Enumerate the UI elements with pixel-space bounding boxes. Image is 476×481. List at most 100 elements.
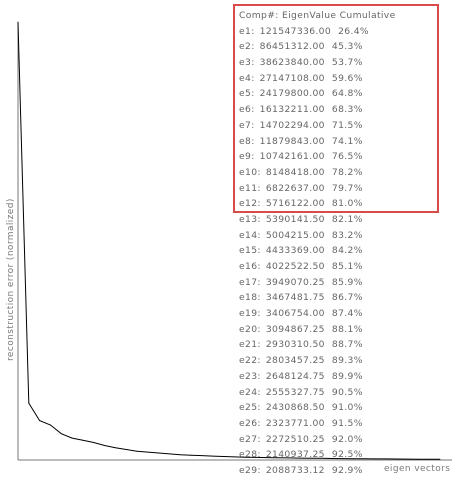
row-cumulative: 84.2% xyxy=(331,245,363,257)
row-id: e24: xyxy=(239,386,261,398)
row-cumulative: 53.7% xyxy=(331,57,363,69)
row-eigenvalue: 11879843.00 xyxy=(259,135,325,147)
row-id: e3: xyxy=(239,57,255,69)
row-id: e6: xyxy=(239,104,255,116)
data-point xyxy=(104,445,105,446)
row-cumulative: 78.2% xyxy=(331,166,363,178)
data-point xyxy=(93,442,95,443)
row-cumulative: 86.7% xyxy=(331,292,363,304)
data-point xyxy=(190,454,192,456)
data-point xyxy=(374,458,376,460)
row-eigenvalue: 16132211.00 xyxy=(259,104,325,116)
data-point xyxy=(179,454,181,456)
table-row: e8: 11879843.00 74.1% xyxy=(239,134,469,150)
row-id: e13: xyxy=(239,213,261,225)
row-eigenvalue: 2088733.12 xyxy=(265,464,325,476)
table-row: e7: 14702294.00 71.5% xyxy=(239,118,469,134)
table-row: e2: 86451312.00 45.3% xyxy=(239,39,469,55)
row-eigenvalue: 5004215.00 xyxy=(265,229,325,241)
row-id: e18: xyxy=(239,292,261,304)
table-row: e28: 2140937.25 92.5% xyxy=(239,447,469,463)
data-point xyxy=(363,458,365,460)
data-point xyxy=(169,453,170,455)
y-axis-label: reconstruction error (normalized) xyxy=(6,198,16,361)
row-id: e12: xyxy=(239,198,261,210)
table-row: e13: 5390141.50 82.1% xyxy=(239,212,469,228)
row-cumulative: 91.0% xyxy=(331,402,363,414)
row-id: e1: xyxy=(239,25,255,37)
data-point xyxy=(418,458,419,460)
row-id: e26: xyxy=(239,417,261,429)
data-point xyxy=(342,458,343,459)
row-eigenvalue: 3949070.25 xyxy=(265,276,325,288)
row-cumulative: 68.3% xyxy=(331,104,363,116)
row-cumulative: 92.5% xyxy=(331,449,363,461)
table-row: e24: 2555327.75 90.5% xyxy=(239,385,469,401)
row-cumulative: 81.0% xyxy=(331,198,363,210)
row-eigenvalue: 38623840.00 xyxy=(259,57,325,69)
row-eigenvalue: 4022522.50 xyxy=(265,261,325,272)
data-point xyxy=(147,451,149,453)
data-point xyxy=(82,439,84,441)
table-row: e14: 5004215.00 83.2% xyxy=(239,228,469,244)
table-row: e18: 3467481.75 86.7% xyxy=(239,290,469,306)
table-row: e23: 2648124.75 89.9% xyxy=(239,369,469,385)
row-cumulative: 71.5% xyxy=(331,119,363,131)
data-point xyxy=(309,457,311,459)
row-eigenvalue: 4433369.00 xyxy=(265,245,325,257)
row-id: e4: xyxy=(239,72,255,84)
row-eigenvalue: 2140937.25 xyxy=(265,449,325,461)
row-id: e10: xyxy=(239,166,261,178)
row-eigenvalue: 5390141.50 xyxy=(265,213,325,225)
data-point xyxy=(234,456,235,458)
row-id: e19: xyxy=(239,308,261,320)
row-cumulative: 76.5% xyxy=(331,151,363,163)
table-row: e22: 2803457.25 89.3% xyxy=(239,353,469,369)
data-point xyxy=(115,447,116,449)
data-point xyxy=(158,452,160,454)
table-row: e29: 2088733.12 92.9% xyxy=(239,463,469,479)
row-cumulative: 88.1% xyxy=(331,323,363,335)
row-cumulative: 87.4% xyxy=(331,308,363,320)
data-point xyxy=(60,433,62,435)
table-row: e6: 16132211.00 68.3% xyxy=(239,102,469,118)
row-eigenvalue: 3406754.00 xyxy=(265,308,325,320)
row-eigenvalue: 2648124.75 xyxy=(265,370,325,382)
table-row: e19: 3406754.00 87.4% xyxy=(239,306,469,322)
data-point xyxy=(136,450,138,452)
row-id: e9: xyxy=(239,151,255,163)
row-eigenvalue: 5716122.00 xyxy=(265,198,325,210)
row-id: e23: xyxy=(239,370,261,382)
row-cumulative: 74.1% xyxy=(331,135,363,147)
row-id: e5: xyxy=(239,88,255,100)
row-eigenvalue: 121547336.00 xyxy=(259,25,332,37)
row-cumulative: 85.1% xyxy=(331,261,363,272)
table-row: e15: 4433369.00 84.2% xyxy=(239,243,469,259)
row-id: e29: xyxy=(239,464,261,476)
row-id: e25: xyxy=(239,402,261,414)
row-id: e16: xyxy=(239,261,261,272)
table-row: e20: 3094867.25 88.1% xyxy=(239,322,469,338)
row-id: e28: xyxy=(239,449,261,461)
row-cumulative: 64.8% xyxy=(331,88,363,100)
row-cumulative: 92.9% xyxy=(331,464,363,476)
row-eigenvalue: 2430868.50 xyxy=(265,402,325,414)
eigenvalue-table: Comp#: EigenValue Cumulative e1: 12154733… xyxy=(239,8,469,481)
row-eigenvalue: 10742161.00 xyxy=(259,151,325,163)
data-point xyxy=(212,455,214,457)
data-point xyxy=(385,458,387,460)
row-eigenvalue: 2803457.25 xyxy=(265,355,325,367)
row-eigenvalue: 3467481.75 xyxy=(265,292,325,304)
data-point xyxy=(298,457,300,459)
row-id: e27: xyxy=(239,433,261,445)
table-row: e10: 8148418.00 78.2% xyxy=(239,165,469,181)
table-row: e17: 3949070.25 85.9% xyxy=(239,275,469,291)
table-row: e4: 27147108.00 59.6% xyxy=(239,71,469,87)
data-point xyxy=(428,458,430,460)
table-row: e1: 121547336.00 26.4% xyxy=(239,24,469,40)
row-id: e15: xyxy=(239,245,261,257)
row-eigenvalue: 24179800.00 xyxy=(259,88,325,100)
row-id: e22: xyxy=(239,355,261,367)
table-header: Comp#: EigenValue Cumulative xyxy=(239,10,396,21)
